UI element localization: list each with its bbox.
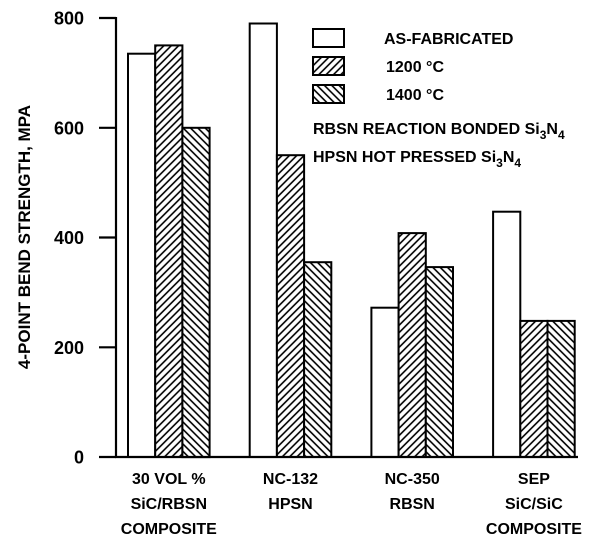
bar-1200-c bbox=[275, 154, 306, 458]
bar-group bbox=[127, 44, 211, 459]
bar-group bbox=[492, 210, 576, 458]
subscript: 3 bbox=[540, 128, 547, 142]
bar-group bbox=[370, 232, 454, 459]
annotation-rbsn-definition: RBSN REACTION BONDED Si3N4 bbox=[313, 121, 565, 142]
x-category-label: NC-350 RBSN bbox=[385, 471, 440, 513]
x-category-label-line: NC-132 bbox=[263, 471, 318, 488]
y-tick-label: 800 bbox=[54, 9, 84, 29]
annotation-hpsn-definition: HPSN HOT PRESSED Si3N4 bbox=[313, 149, 521, 170]
x-category-label-line: RBSN bbox=[390, 496, 435, 513]
bar-1400-c bbox=[546, 319, 576, 458]
legend-label: 1200 °C bbox=[386, 59, 444, 76]
x-category-labels: 30 VOL % SiC/RBSN COMPOSITE NC-132 HPSN NC-35… bbox=[121, 471, 582, 538]
x-category-label-line: COMPOSITE bbox=[121, 521, 217, 538]
x-category-label-line: SiC/SiC bbox=[505, 496, 563, 513]
legend-item: 1400 °C bbox=[312, 84, 444, 104]
bar-1400-c bbox=[424, 266, 454, 458]
annotation-text: HPSN HOT PRESSED Si bbox=[313, 149, 496, 166]
x-category-label-line: SiC/RBSN bbox=[131, 496, 207, 513]
y-axis-label: 4-POINT BEND STRENGTH, MPA bbox=[15, 105, 34, 369]
legend-item: 1200 °C bbox=[312, 56, 444, 76]
y-tick-label: 200 bbox=[54, 338, 84, 358]
annotation-text: N bbox=[546, 121, 558, 138]
bar-1200-c bbox=[154, 44, 184, 459]
bar-1400-c bbox=[181, 126, 211, 459]
bar-1200-c bbox=[519, 319, 549, 458]
legend-label: 1400 °C bbox=[386, 87, 444, 104]
bars bbox=[127, 22, 576, 459]
subscript: 4 bbox=[558, 128, 565, 142]
bar-group bbox=[248, 22, 333, 459]
legend-label: AS-FABRICATED bbox=[384, 31, 513, 48]
y-ticks: 0 200 400 600 800 bbox=[54, 9, 116, 468]
legend-item: AS-FABRICATED bbox=[312, 28, 513, 48]
x-category-label: SEP SiC/SiC COMPOSITE bbox=[486, 471, 582, 538]
legend: AS-FABRICATED 1200 °C 1400 °C bbox=[312, 28, 513, 104]
bar-as-fabricated bbox=[127, 52, 157, 458]
bar-as-fabricated bbox=[248, 22, 278, 458]
legend-swatch bbox=[312, 28, 345, 48]
x-category-label-line: SEP bbox=[518, 471, 550, 488]
bar-1200-c bbox=[397, 232, 427, 458]
subscript: 4 bbox=[514, 156, 521, 170]
x-category-label-line: NC-350 bbox=[385, 471, 440, 488]
subscript: 3 bbox=[496, 156, 503, 170]
bar-as-fabricated bbox=[370, 306, 400, 459]
legend-swatch bbox=[312, 56, 345, 76]
annotation-text: RBSN REACTION BONDED Si bbox=[313, 121, 540, 138]
x-category-label: NC-132 HPSN bbox=[263, 471, 318, 513]
annotation-text: N bbox=[503, 149, 515, 166]
legend-swatch bbox=[312, 84, 345, 104]
x-category-label-line: COMPOSITE bbox=[486, 521, 582, 538]
y-tick-label: 0 bbox=[74, 448, 84, 468]
bar-1400-c bbox=[303, 261, 333, 459]
y-tick-label: 400 bbox=[54, 228, 84, 248]
bar-as-fabricated bbox=[492, 210, 522, 458]
x-category-label: 30 VOL % SiC/RBSN COMPOSITE bbox=[121, 471, 217, 538]
x-category-label-line: 30 VOL % bbox=[132, 471, 206, 488]
y-tick-label: 600 bbox=[54, 118, 84, 138]
x-category-label-line: HPSN bbox=[268, 496, 312, 513]
